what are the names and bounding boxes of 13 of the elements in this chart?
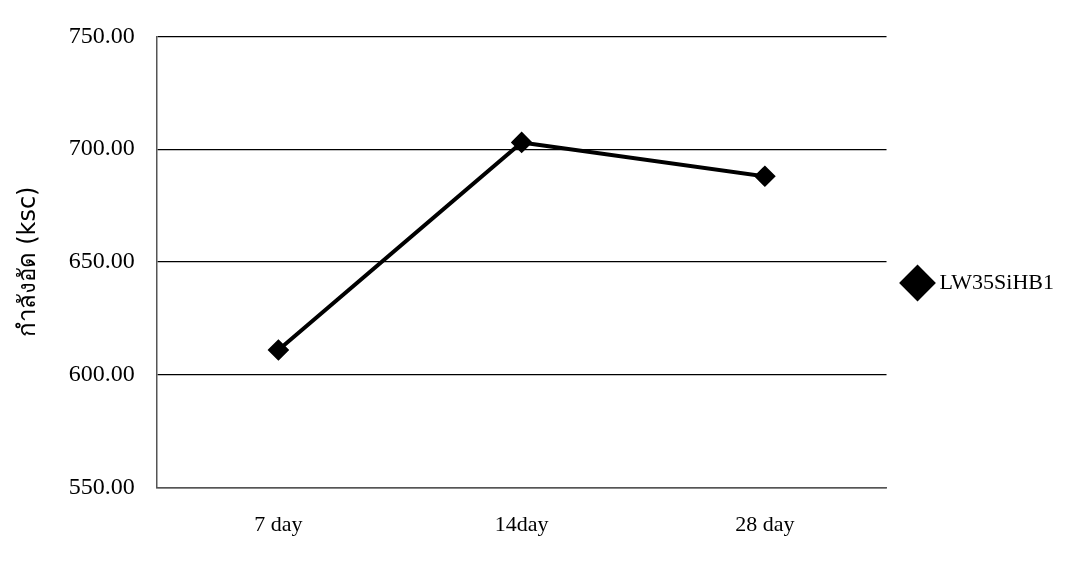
x-tick-label: 28 day [735, 510, 795, 536]
y-tick-label: 550.00 [68, 472, 135, 499]
y-tick-label: 600.00 [68, 360, 135, 387]
point [754, 166, 775, 187]
point [268, 339, 289, 360]
x-tick-label: 14day [494, 510, 549, 536]
y-tick-label: 650.00 [68, 247, 135, 274]
legend-label: LW35SiHB1 [939, 268, 1054, 294]
x-tick-label: 7 day [254, 510, 303, 536]
y-axis-title: กำลังอัด (ksc) [12, 186, 41, 338]
y-tick-label: 700.00 [68, 134, 135, 161]
y-tick-label: 750.00 [68, 21, 135, 48]
point [511, 132, 532, 153]
